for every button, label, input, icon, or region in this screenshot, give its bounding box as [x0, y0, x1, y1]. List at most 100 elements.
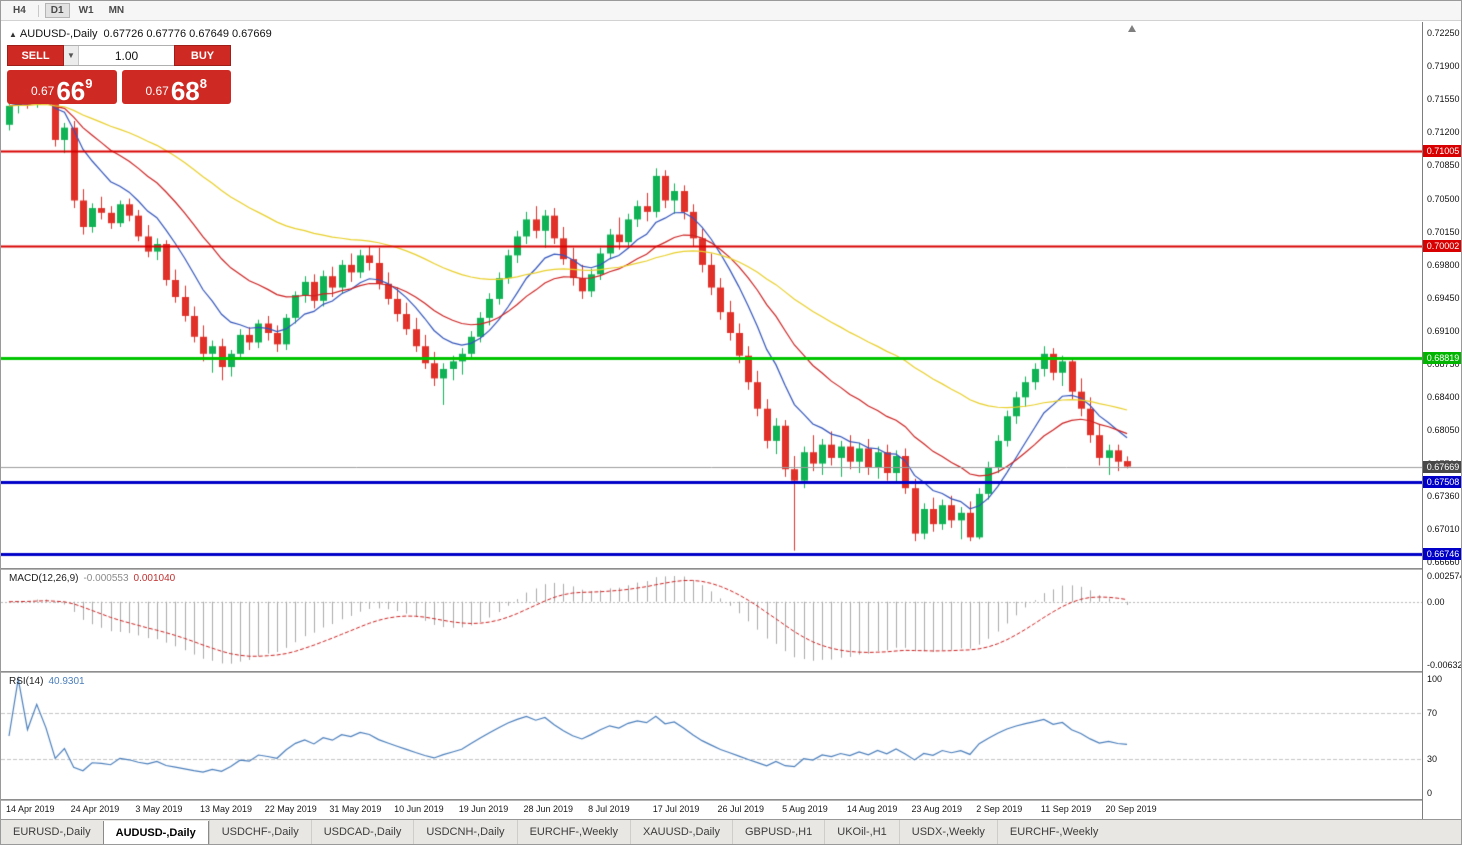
date-axis-label: 26 Jul 2019 [717, 804, 765, 814]
date-axis-label: 3 May 2019 [135, 804, 183, 814]
rsi-scale[interactable]: 100 70 30 0 [1423, 673, 1461, 799]
panel-splitter[interactable] [1, 671, 1461, 673]
volume-value: 1.00 [114, 48, 139, 63]
bottom-tab-eurchf-weekly[interactable]: EURCHF-,Weekly [996, 820, 1110, 844]
date-axis-label: 28 Jun 2019 [523, 804, 573, 814]
bottom-tab-usdchf-daily[interactable]: USDCHF-,Daily [208, 820, 311, 844]
trade-panel-quotes: 0.67 66 9 0.67 68 8 [7, 70, 231, 104]
chart-symbol-header: ▲ AUDUSD-,Daily 0.67726 0.67776 0.67649 0.… [9, 28, 272, 40]
macd-scale[interactable]: 0.0025745 0.00 -0.0063286 [1423, 570, 1461, 671]
macd-name: MACD(12,26,9) [9, 573, 79, 584]
symbol-triangle-icon: ▲ [9, 30, 17, 39]
price-scale-tick: 0.68050 [1427, 425, 1460, 436]
rsi-scale-tick: 30 [1427, 753, 1438, 764]
price-level-badge: 0.67508 [1423, 475, 1461, 488]
buy-button[interactable]: BUY [174, 45, 231, 66]
macd-scale-tick: 0.0025745 [1427, 571, 1461, 581]
price-scale-tick: 0.70500 [1427, 193, 1460, 204]
bottom-tab-usdx-weekly[interactable]: USDX-,Weekly [898, 820, 997, 844]
rsi-scale-tick: 0 [1427, 788, 1433, 798]
volume-input[interactable]: ▼ 1.00 [64, 45, 174, 66]
bottom-tab-eurchf-weekly[interactable]: EURCHF-,Weekly [516, 820, 630, 844]
price-scale-tick: 0.67360 [1427, 490, 1460, 501]
timeframe-toolbar: H4 D1 W1 MN [1, 1, 1461, 21]
price-scale-tick: 0.68400 [1427, 392, 1460, 403]
bottom-tab-gbpusd-h1[interactable]: GBPUSD-,H1 [732, 820, 824, 844]
macd-scale-tick: 0.00 [1427, 596, 1445, 607]
price-scale-tick: 0.66660 [1427, 557, 1460, 567]
toolbar-separator [37, 4, 39, 17]
chart-shift-icon[interactable] [1128, 25, 1136, 32]
price-scale-tick: 0.70150 [1427, 226, 1460, 237]
price-scale-tick: 0.68750 [1427, 359, 1460, 370]
sell-price-big: 66 [56, 75, 86, 106]
date-axis-label: 19 Jun 2019 [458, 804, 509, 814]
bottom-tab-eurusd-daily[interactable]: EURUSD-,Daily [13, 826, 91, 838]
timeframe-button-mn[interactable]: MN [108, 5, 125, 16]
date-axis[interactable]: 14 Apr 2019 24 Apr 2019 3 May 2019 13 May 2… [1, 801, 1422, 819]
sell-price-display[interactable]: 0.67 66 9 [7, 70, 117, 104]
bottom-tab-usdcad-daily[interactable]: USDCAD-,Daily [310, 820, 414, 844]
date-axis-label: 11 Sep 2019 [1040, 804, 1092, 814]
symbol-ohlc-values: 0.67726 0.67776 0.67649 0.67669 [103, 28, 272, 40]
date-axis-label: 31 May 2019 [329, 804, 382, 814]
price-scale-tick: 0.72250 [1427, 28, 1460, 38]
date-axis-label: 23 Aug 2019 [911, 804, 963, 814]
one-click-trade-panel: SELL ▼ 1.00 BUY 0.67 66 9 0.67 68 8 [7, 45, 231, 104]
bottom-tab-xauusd-daily[interactable]: XAUUSD-,Daily [629, 820, 732, 844]
date-axis-label: 17 Jul 2019 [652, 804, 700, 814]
timeframe-button-d1[interactable]: D1 [44, 3, 70, 18]
timeframe-button-w1[interactable]: W1 [78, 5, 94, 16]
price-scale-tick: 0.69450 [1427, 292, 1460, 303]
date-axis-label: 13 May 2019 [200, 804, 253, 814]
date-axis-label: 8 Jul 2019 [588, 804, 630, 814]
price-scale[interactable]: 0.72250 0.71900 0.71550 0.71200 0.70850 0.705… [1423, 22, 1461, 568]
price-scale-tick: 0.69100 [1427, 326, 1460, 337]
buy-price-big: 68 [170, 75, 200, 106]
price-scale-tick: 0.69800 [1427, 259, 1460, 270]
rsi-label: RSI(14) 40.9301 [9, 676, 85, 687]
rsi-indicator-canvas[interactable] [1, 673, 1422, 799]
price-scale-tick: 0.67010 [1427, 523, 1460, 534]
date-axis-label: 20 Sep 2019 [1105, 804, 1157, 814]
rsi-value: 40.9301 [48, 676, 85, 687]
volume-dropdown-icon[interactable]: ▼ [64, 46, 79, 65]
rsi-scale-tick: 70 [1427, 708, 1438, 719]
price-scale-tick: 0.71550 [1427, 94, 1460, 105]
sell-price-prefix: 0.67 [30, 84, 55, 98]
buy-price-prefix: 0.67 [145, 84, 169, 98]
panel-splitter[interactable] [1, 568, 1461, 570]
macd-indicator-canvas[interactable] [1, 570, 1422, 671]
date-axis-label: 2 Sep 2019 [976, 804, 1023, 814]
price-level-badge: 0.70002 [1423, 239, 1461, 252]
macd-label: MACD(12,26,9) -0.000553 0.001040 [9, 573, 175, 584]
timeframe-button-h4[interactable]: H4 [13, 5, 26, 16]
price-level-badge: 0.68819 [1423, 351, 1461, 364]
bottom-tab-ukoil-h1[interactable]: UKOil-,H1 [824, 820, 899, 844]
price-level-badge: 0.71005 [1423, 144, 1461, 157]
bottom-tab-usdcnh-daily[interactable]: USDCNH-,Daily [413, 820, 516, 844]
price-scale-tick: 0.70850 [1427, 160, 1460, 171]
price-scale-tick: 0.71200 [1427, 127, 1460, 138]
macd-scale-tick: -0.0063286 [1427, 660, 1461, 670]
price-scale-tick: 0.71900 [1427, 61, 1460, 72]
macd-signal-value: 0.001040 [133, 573, 176, 584]
sell-button[interactable]: SELL [7, 45, 64, 66]
rsi-name: RSI(14) [9, 676, 44, 687]
buy-price-display[interactable]: 0.67 68 8 [121, 70, 231, 106]
price-level-badge: 0.66746 [1423, 547, 1461, 560]
price-chart-canvas[interactable] [1, 22, 1422, 568]
trade-panel-controls: SELL ▼ 1.00 BUY [7, 45, 231, 66]
rsi-scale-tick: 100 [1427, 674, 1443, 684]
date-axis-label: 14 Apr 2019 [6, 804, 55, 814]
chart-tab-bar: EURUSD-,Daily AUDUSD-,Daily USDCHF-,Daily U… [1, 819, 1461, 844]
date-axis-label: 24 Apr 2019 [70, 804, 120, 814]
date-axis-label: 14 Aug 2019 [846, 804, 898, 814]
date-axis-label: 10 Jun 2019 [394, 804, 444, 814]
panel-splitter[interactable] [1, 799, 1461, 801]
symbol-name: AUDUSD-,Daily [19, 28, 98, 40]
sell-price-pip: 9 [85, 76, 93, 91]
bottom-tab-audusd-daily[interactable]: AUDUSD-,Daily [102, 821, 209, 844]
buy-price-pip: 8 [199, 76, 207, 91]
